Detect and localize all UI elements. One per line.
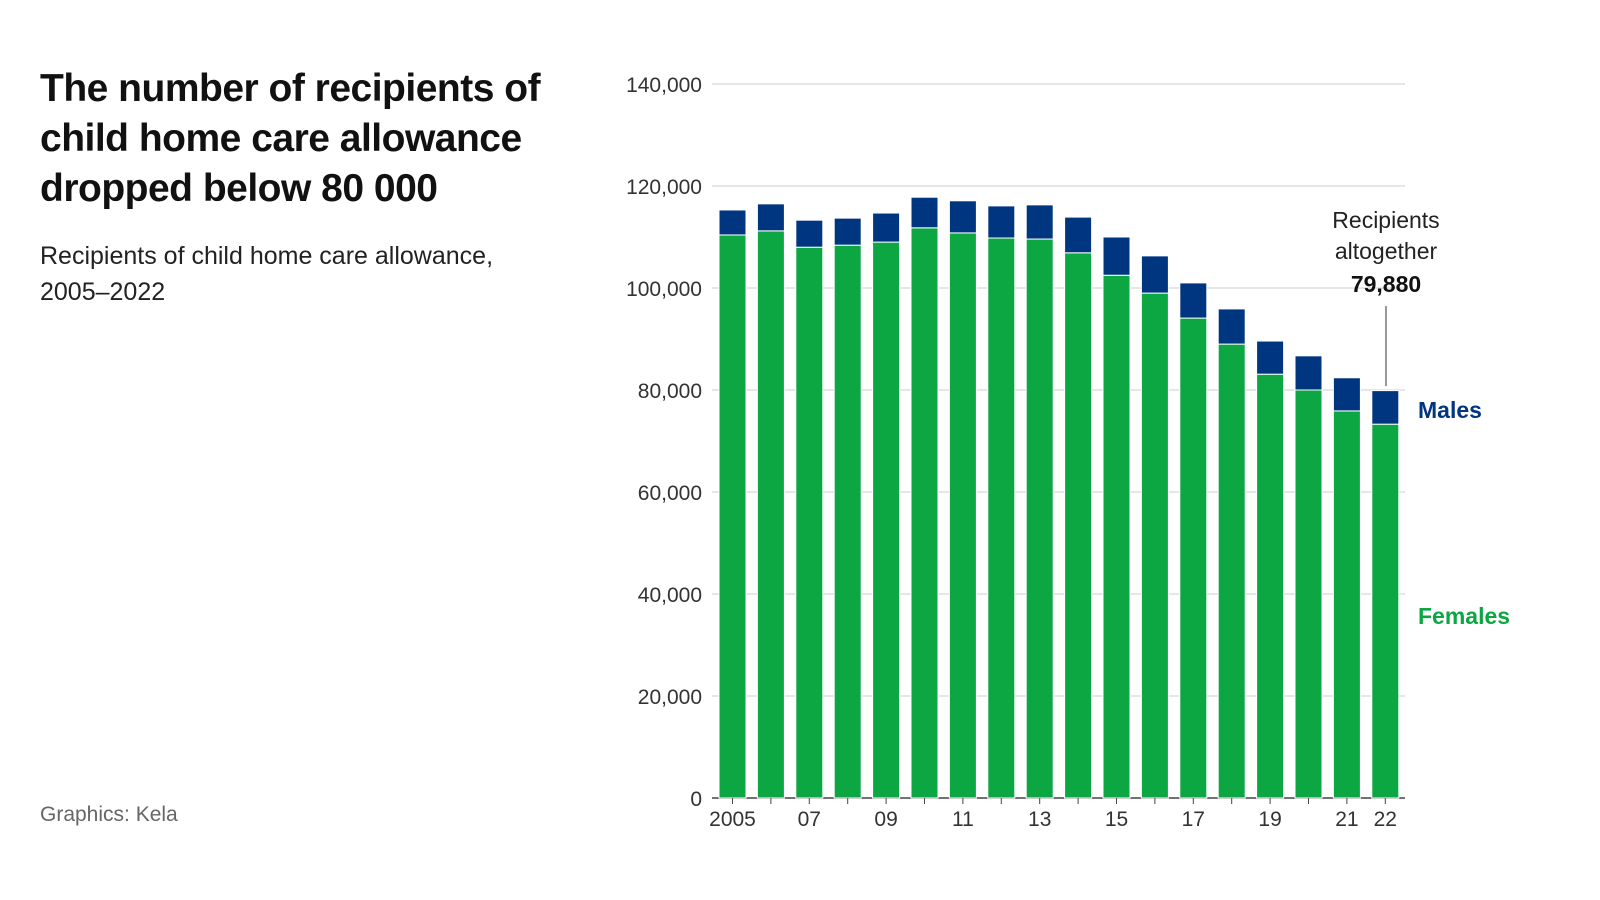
bar-males-2020	[1294, 355, 1323, 391]
bar-males-2015	[1102, 236, 1131, 276]
bar-females-2005	[718, 234, 747, 799]
bar-females-2020	[1294, 389, 1323, 799]
bar-females-2009	[872, 241, 901, 799]
legend-males: Males	[1418, 397, 1482, 423]
y-tick-label: 20,000	[638, 686, 702, 709]
x-tick-label: 09	[874, 808, 897, 831]
bar-males-2016	[1140, 255, 1169, 294]
bar-males-2017	[1179, 282, 1208, 319]
y-tick-label: 60,000	[638, 482, 702, 505]
bar-males-2021	[1332, 377, 1361, 412]
credit: Graphics: Kela	[40, 803, 178, 826]
x-tick-label: 15	[1105, 808, 1128, 831]
bar-males-2007	[795, 219, 824, 248]
bar-males-2014	[1064, 216, 1093, 254]
chart-title: The number of recipients of child home c…	[40, 67, 541, 210]
bar-males-2013	[1025, 204, 1054, 240]
y-tick-label: 140,000	[626, 74, 702, 97]
annotation-line1: Recipients	[1332, 207, 1439, 233]
bar-males-2009	[872, 212, 901, 243]
x-tick-label: 19	[1258, 808, 1281, 831]
bar-males-2022	[1371, 390, 1400, 425]
bar-males-2010	[910, 196, 939, 229]
bar-females-2016	[1140, 292, 1169, 799]
annotation-value: 79,880	[1351, 271, 1421, 297]
x-tick-label: 11	[952, 808, 974, 831]
x-tick-label: 22	[1374, 808, 1397, 831]
chart-subtitle: Recipients of child home care allowance,…	[40, 242, 494, 306]
bar-females-2015	[1102, 274, 1131, 799]
bar-females-2012	[987, 237, 1016, 799]
x-tick-label: 2005	[709, 808, 756, 831]
bar-males-2019	[1256, 340, 1285, 375]
bar-males-2006	[756, 203, 785, 232]
bar-females-2010	[910, 227, 939, 799]
bar-females-2008	[833, 244, 862, 799]
bar-females-2011	[948, 232, 977, 799]
bar-males-2018	[1217, 308, 1246, 345]
y-tick-label: 40,000	[638, 584, 702, 607]
bar-females-2013	[1025, 238, 1054, 799]
bar-females-2017	[1179, 317, 1208, 799]
y-tick-label: 120,000	[626, 176, 702, 199]
bar-females-2022	[1371, 423, 1400, 799]
bar-males-2011	[948, 200, 977, 234]
x-tick-label: 17	[1182, 808, 1205, 831]
x-tick-label: 13	[1028, 808, 1051, 831]
annotation-line2: altogether	[1335, 238, 1438, 264]
y-tick-label: 0	[690, 788, 702, 811]
y-tick-label: 80,000	[638, 380, 702, 403]
y-tick-label: 100,000	[626, 278, 702, 301]
bar-females-2021	[1332, 410, 1361, 799]
x-tick-label: 21	[1335, 808, 1358, 831]
bar-males-2008	[833, 217, 862, 246]
bar-males-2012	[987, 205, 1016, 239]
bar-females-2007	[795, 246, 824, 799]
legend-females: Females	[1418, 603, 1510, 629]
bar-females-2006	[756, 230, 785, 799]
bar-females-2018	[1217, 343, 1246, 799]
bar-females-2019	[1256, 373, 1285, 799]
x-tick-label: 07	[798, 808, 821, 831]
bar-females-2014	[1064, 252, 1093, 799]
bar-males-2005	[718, 209, 747, 236]
